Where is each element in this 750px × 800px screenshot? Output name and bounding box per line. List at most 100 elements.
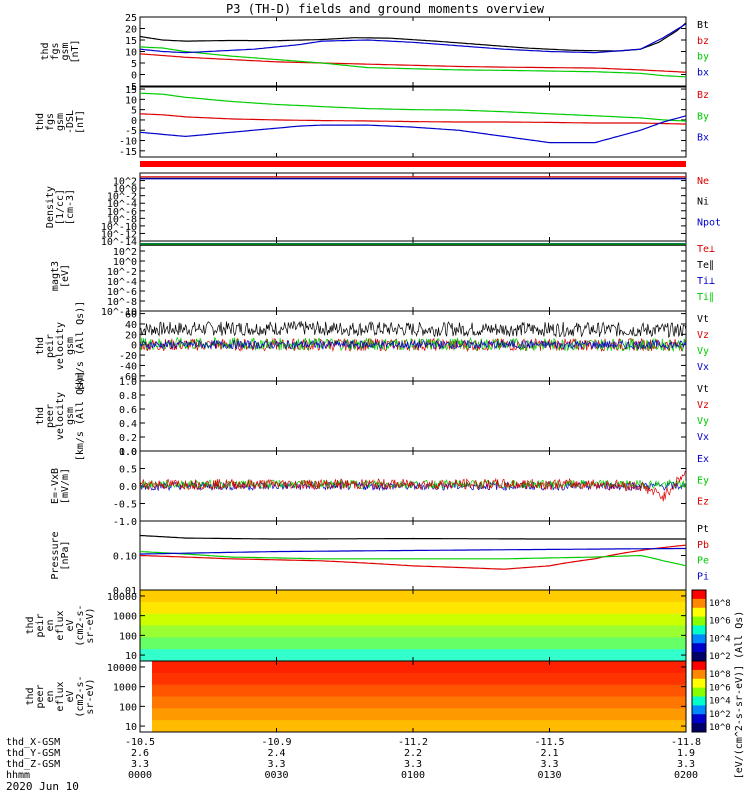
- colorbar-segment: [692, 661, 706, 671]
- ephemeris-value: 0000: [128, 770, 152, 781]
- y-tick-label: -40: [119, 361, 137, 372]
- panel-9: 10^8 10^6 10^4 10^2 10000 1000 100 10 thd peir en e…: [25, 589, 731, 662]
- panel-frame: [139, 520, 687, 591]
- legend-entry-bz: bz: [697, 36, 709, 47]
- y-tick-label: 0.10: [113, 552, 137, 563]
- y-axis-label: eV: [65, 619, 76, 631]
- ephemeris-label-2: thd_Z-GSM: [6, 759, 60, 770]
- legend-entry-vz: Vz: [697, 330, 709, 341]
- ephemeris-value: 3.3: [131, 759, 149, 770]
- y-axis-label: [eV]: [60, 264, 71, 288]
- state-bar: [140, 161, 686, 167]
- y-axis-label: magt3: [50, 261, 61, 291]
- ephemeris-value: -11.2: [398, 737, 428, 748]
- y-axis-label: peer: [45, 404, 56, 428]
- legend-entry-pi: Pi: [697, 571, 709, 582]
- y-tick-label: 0.01: [113, 586, 137, 597]
- legend-entry-bx: bx: [697, 67, 709, 78]
- colorbar-segment: [692, 723, 706, 733]
- heatmap-band: [152, 661, 686, 674]
- colorbar-segment: [692, 687, 706, 697]
- y-tick-label: 0.0: [119, 447, 137, 458]
- series-line-bx: [139, 23, 687, 54]
- y-axis-label: fgs: [50, 42, 61, 60]
- series-line-vt: [139, 320, 687, 339]
- legend-entry-vt: Vt: [697, 384, 709, 395]
- y-tick-label: 10^-4: [107, 199, 137, 210]
- y-axis-label: gsm: [55, 113, 66, 131]
- y-tick-label: 0.8: [119, 391, 137, 402]
- legend-entry-ey: Ey: [697, 475, 709, 486]
- y-axis-label: Pressure: [50, 531, 61, 579]
- colorbar-tick-label: 10^6: [709, 617, 731, 627]
- series-line-ex: [139, 480, 687, 492]
- panel-frame: [139, 380, 687, 452]
- colorbar-tick-label: 10^2: [709, 652, 731, 662]
- y-tick-label: 15: [125, 85, 137, 96]
- colorbar-tick-label: 10^8: [709, 670, 731, 680]
- y-tick-label: 0.2: [119, 433, 137, 444]
- series-line-ez: [139, 469, 687, 502]
- y-axis-label: thd: [40, 42, 51, 60]
- legend-entry-ne: Ne: [697, 176, 709, 187]
- legend-entry-bx: Bx: [697, 133, 709, 144]
- panel-6: 1.0 0.8 0.6 0.4 0.2 0.0 thd peer velocity gsm [km/…: [35, 371, 709, 461]
- panel-frame: [139, 240, 687, 312]
- series-line-bz: [139, 53, 687, 73]
- y-tick-label: 10^-10: [101, 307, 137, 318]
- y-axis-label: [1/cc]: [55, 189, 66, 225]
- y-tick-label: 0: [131, 71, 137, 82]
- colorbar-segment: [692, 634, 706, 644]
- legend-entry-pt: Pt: [697, 524, 709, 535]
- ephemeris-value: 0100: [401, 770, 425, 781]
- legend-entry-by: by: [697, 52, 709, 63]
- ephemeris-value: 2.2: [404, 748, 422, 759]
- series-line-bz: [139, 113, 687, 125]
- series-line-by: [139, 92, 687, 122]
- y-axis-label: eV: [65, 690, 76, 702]
- legend-entry-vx: Vx: [697, 432, 709, 443]
- y-axis-label: sr-eV): [85, 678, 96, 714]
- ephemeris-value: 0030: [264, 770, 288, 781]
- colorbar-segment: [692, 678, 706, 689]
- y-tick-label: 10: [125, 95, 137, 106]
- colorbar-tick-label: 10^2: [709, 710, 731, 720]
- legend-entry-by: By: [697, 111, 709, 122]
- y-axis-label: (cm2-s-: [75, 675, 86, 717]
- colorbar-tick-label: 10^8: [709, 599, 731, 609]
- y-axis-label: sr-eV): [85, 607, 96, 643]
- y-tick-label: 10^-14: [101, 237, 137, 248]
- date-label: 2020 Jun 10: [6, 780, 79, 793]
- y-axis-label: [nT]: [70, 39, 81, 63]
- legend-entry-vt: Vt: [697, 314, 709, 325]
- heatmap-band: [152, 720, 686, 733]
- heatmap-band: [152, 696, 686, 709]
- y-axis-label: [mV/m]: [60, 468, 71, 504]
- y-axis-label: (cm2-s-: [75, 604, 86, 646]
- y-tick-label: 1000: [113, 612, 137, 623]
- y-tick-label: 0.4: [119, 419, 137, 430]
- ephemeris-value: -10.9: [261, 737, 291, 748]
- ephemeris-value: 2.6: [131, 748, 149, 759]
- colorbar-tick-label: 10^0: [709, 723, 731, 733]
- ephemeris-value: 2.4: [267, 748, 285, 759]
- y-tick-label: -0.5: [113, 500, 137, 511]
- ephemeris-value: 3.3: [404, 759, 422, 770]
- y-tick-label: 10^-6: [107, 207, 137, 218]
- panel-8: 0.10 0.01 Pressure [nPa] Pt Pb Pe Pi: [50, 520, 709, 597]
- y-axis-label: Density: [45, 186, 56, 228]
- ephemeris-value: 3.3: [267, 759, 285, 770]
- y-tick-label: 0: [131, 116, 137, 127]
- y-tick-label: 20: [125, 25, 137, 36]
- heatmap-band: [152, 684, 686, 697]
- colorbar-segment: [692, 696, 706, 706]
- ephemeris-label-1: thd_Y-GSM: [6, 748, 60, 759]
- series-line-pe: [139, 551, 687, 567]
- legend-entry-ti: Ti⊥: [697, 276, 715, 287]
- panel-7: 1.0 0.5 0.0 -0.5 -1.0 E=-VxB [mV/m] Ex Ey Ez: [50, 447, 709, 528]
- colorbar-segment: [692, 714, 706, 724]
- y-tick-label: 10000: [107, 663, 137, 674]
- y-axis-label: peer: [35, 684, 46, 708]
